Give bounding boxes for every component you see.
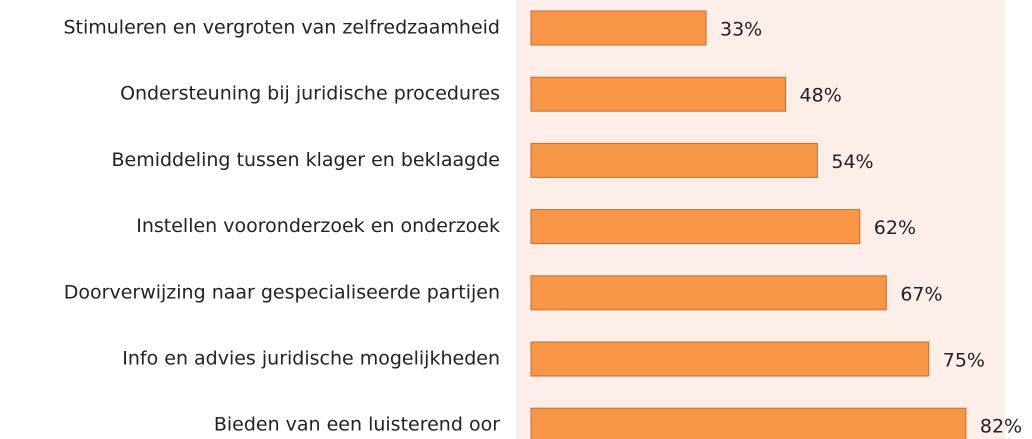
value-label: 33% bbox=[720, 19, 762, 41]
value-label: 54% bbox=[831, 151, 873, 173]
category-label: Doorverwijzing naar gespecialiseerde par… bbox=[64, 281, 500, 303]
bar bbox=[530, 76, 787, 112]
bar bbox=[530, 209, 861, 245]
bar bbox=[530, 341, 930, 377]
value-label: 62% bbox=[874, 217, 916, 239]
bar bbox=[530, 275, 887, 311]
category-label: Info en advies juridische mogelijkheden bbox=[122, 348, 500, 370]
category-label: Instellen vooronderzoek en onderzoek bbox=[136, 215, 500, 237]
value-label: 82% bbox=[980, 416, 1022, 438]
category-label: Bemiddeling tussen klager en beklaagde bbox=[111, 149, 500, 171]
bar bbox=[530, 407, 967, 439]
value-label: 48% bbox=[800, 85, 842, 107]
value-label: 67% bbox=[900, 283, 942, 305]
bar bbox=[530, 10, 707, 46]
category-label: Bieden van een luisterend oor bbox=[214, 414, 500, 436]
value-label: 75% bbox=[943, 350, 985, 372]
category-label: Ondersteuning bij juridische procedures bbox=[120, 83, 500, 105]
bar bbox=[530, 142, 818, 178]
category-label: Stimuleren en vergroten van zelfredzaamh… bbox=[63, 17, 500, 39]
